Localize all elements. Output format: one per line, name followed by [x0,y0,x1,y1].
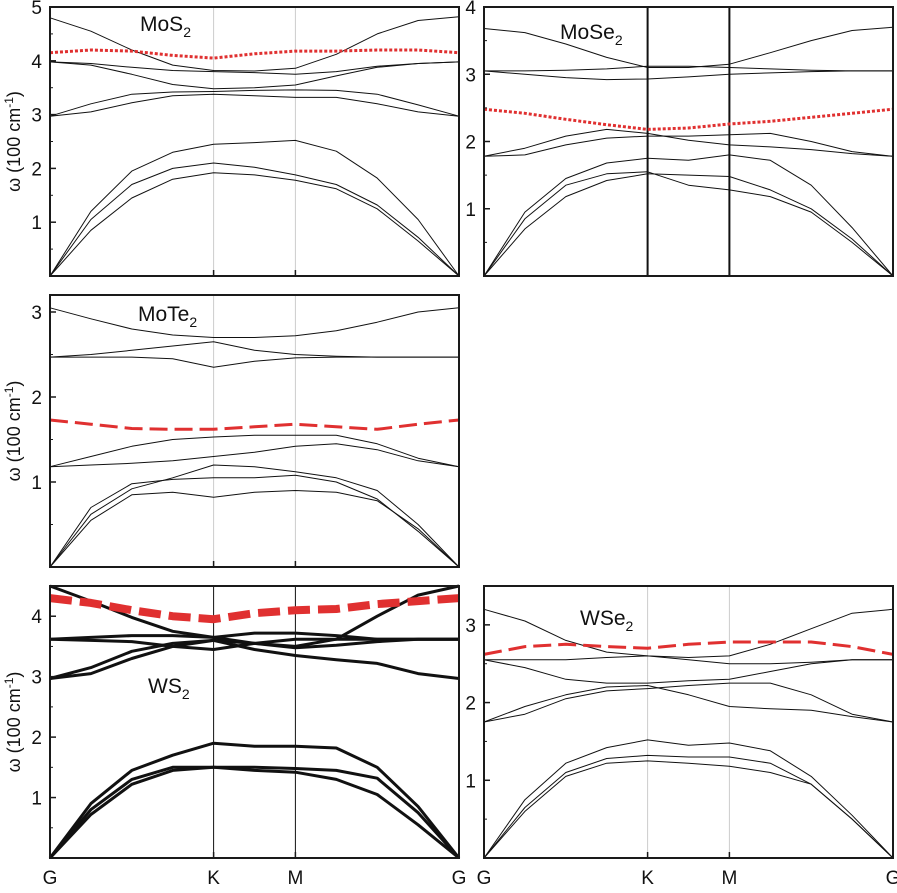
x-label-ws2-3: G [452,868,467,889]
y-axis-label-mos2: ω (100 cm-1) [2,91,24,192]
y-tick-label-mote2-1: 2 [31,388,42,409]
highlight-band-mos2-8 [49,48,460,60]
y-tick-label-mos2-0: 1 [31,213,42,234]
band-mote2-2 [49,464,460,568]
chart-panel-mote2: 1 2 3 MoTe2 ω (100 cm-1) [2,294,460,568]
band-mos2-3 [49,93,460,117]
y-tick-label-mose2-2: 3 [465,65,476,86]
x-label-wse2-2: M [721,868,737,889]
band-wse2-1 [483,754,894,859]
highlight-band-ws2-8 [49,594,460,624]
chart-title-wse2: WSe2 [580,607,634,634]
plot-frame-mote2 [49,294,460,568]
y-tick-label-mos2-4: 5 [31,0,42,19]
band-mote2-3 [49,443,460,468]
y-tick-label-wse2-0: 1 [465,771,476,792]
band-mose2-3 [483,132,894,157]
chart-panel-mose2: 1 2 3 4 MoSe2 [465,0,894,277]
band-mos2-1 [49,162,460,277]
x-label-ws2-2: M [287,868,303,889]
band-wse2-7 [483,608,894,658]
y-tick-label-ws2-1: 2 [31,728,42,749]
y-tick-label-mose2-0: 1 [465,200,476,221]
band-mos2-7 [49,16,460,72]
band-wse2-5 [483,659,893,684]
band-mose2-0 [483,173,894,277]
band-mos2-4 [49,89,460,117]
y-tick-label-mote2-0: 1 [31,473,42,494]
band-mos2-0 [49,172,460,277]
y-tick-label-mose2-3: 4 [465,0,476,19]
band-mose2-6 [484,65,893,72]
band-wse2-2 [483,739,894,859]
band-ws2-4 [49,638,460,680]
band-ws2-7 [49,584,460,648]
y-tick-label-wse2-1: 2 [465,694,476,715]
band-mose2-4 [483,128,894,157]
x-label-ws2-0: G [43,868,58,889]
x-label-wse2-3: G [886,868,897,889]
y-tick-label-ws2-3: 4 [31,607,42,628]
band-mos2-5 [49,61,460,90]
x-label-wse2-0: G [477,868,492,889]
y-axis-label-ws2: ω (100 cm-1) [2,672,24,773]
band-ws2-6 [49,631,459,641]
x-label-ws2-1: K [207,868,220,889]
chart-panel-ws2: 1 2 3 4 G K M G WS2 ω (100 cm-1) [2,584,467,889]
plot-frame-ws2 [49,585,460,859]
band-wse2-4 [483,685,894,723]
plot-frame-wse2 [483,585,894,859]
y-tick-label-mos2-2: 3 [31,106,42,127]
y-tick-label-ws2-2: 3 [31,668,42,689]
chart-panel-mos2: 1 2 3 4 5 MoS2 ω (100 cm-1) [2,0,460,277]
plot-frame-mos2 [49,6,460,277]
band-mote2-5 [50,356,459,368]
chart-panel-wse2: 1 2 3 G K M G WSe2 [465,585,897,889]
band-mos2-6 [49,61,460,75]
y-axis-label-mote2: ω (100 cm-1) [2,381,24,482]
highlight-band-mose2-8 [483,107,894,131]
band-mose2-5 [483,70,893,81]
x-label-wse2-1: K [641,868,654,889]
y-tick-label-mos2-3: 4 [31,52,42,73]
band-mote2-4 [49,434,460,468]
plot-frame-mose2 [483,6,894,277]
y-tick-label-ws2-0: 1 [31,789,42,810]
band-mose2-2 [483,154,894,277]
y-tick-label-mose2-1: 2 [465,133,476,154]
highlight-band-mote2-8 [49,418,460,431]
highlight-band-wse2-8 [483,640,894,656]
band-wse2-6 [484,655,893,665]
chart-title-ws2: WS2 [148,675,190,702]
band-mote2-6 [49,341,459,358]
band-mote2-1 [49,474,460,568]
chart-title-mos2: MoS2 [140,13,191,40]
chart-title-mote2: MoTe2 [138,303,197,330]
band-mose2-1 [483,171,894,277]
chart-title-mose2: MoSe2 [560,21,623,48]
band-mos2-2 [49,139,460,277]
band-mose2-7 [483,26,894,68]
band-ws2-2 [48,741,461,859]
band-wse2-3 [483,682,894,723]
band-ws2-0 [48,765,461,860]
y-tick-label-mos2-1: 2 [31,159,42,180]
band-ws2-1 [48,765,460,860]
y-tick-label-mote2-2: 3 [31,303,42,324]
band-wse2-0 [483,760,894,859]
y-tick-label-wse2-2: 3 [465,616,476,637]
band-mote2-7 [49,307,460,338]
